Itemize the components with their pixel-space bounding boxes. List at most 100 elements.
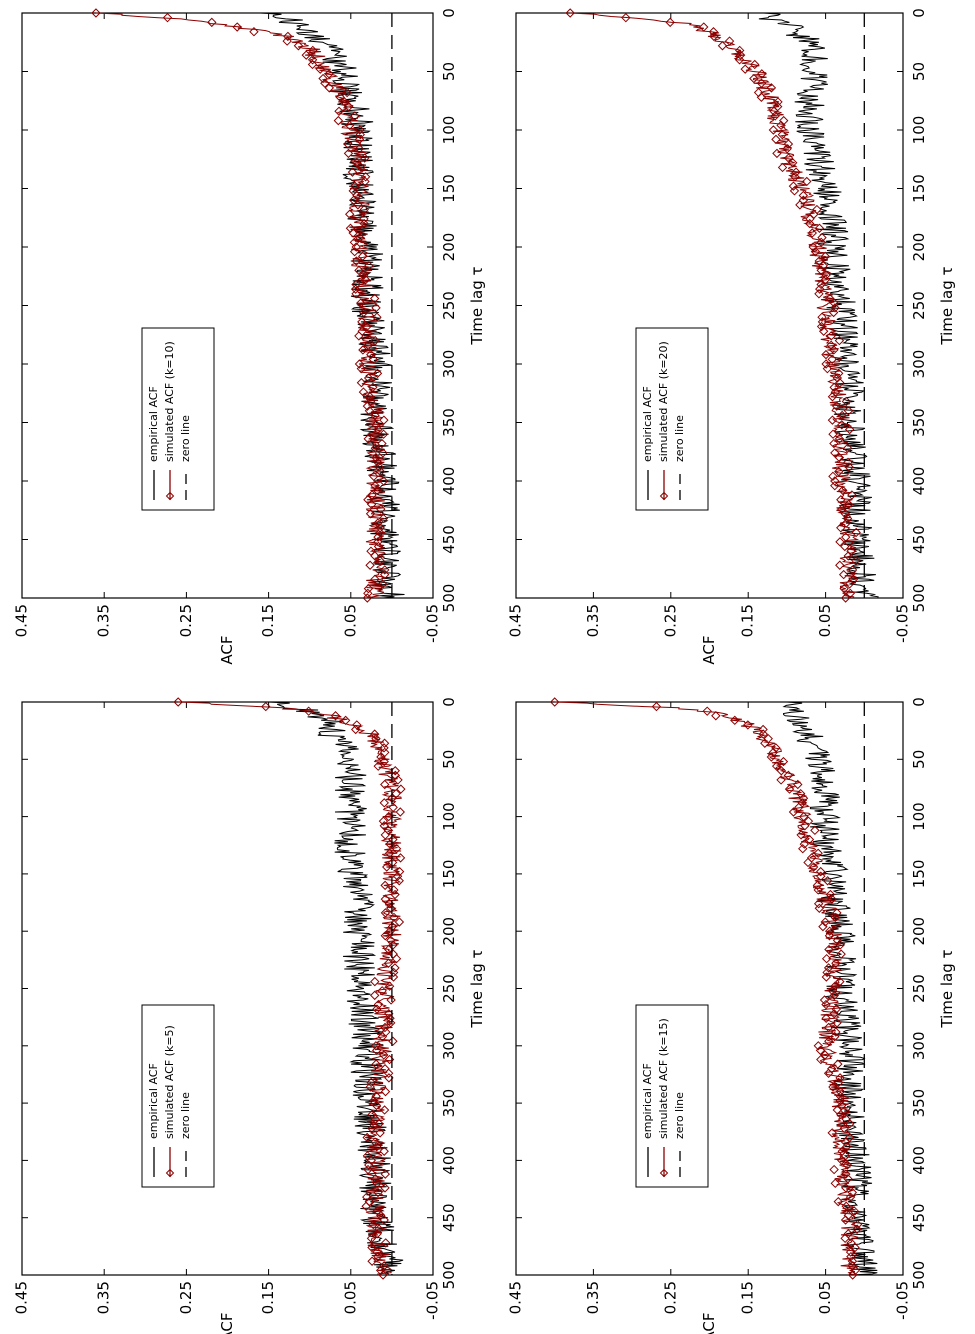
diamond-marker [374,1119,384,1129]
diamond-marker [379,1146,389,1156]
x-tick-label: 250 [910,974,928,1003]
diamond-marker [830,303,840,313]
diamond-marker [843,406,854,416]
diamond-marker [375,527,385,538]
diamond-marker [776,120,786,131]
diamond-marker [173,697,183,707]
diamond-marker [820,1050,830,1060]
diamond-marker [818,921,828,932]
diamond-marker [393,775,403,785]
diamond-marker [370,335,380,346]
x-tick-label: 400 [440,467,458,496]
diamond-marker [800,821,810,831]
series-line [758,12,879,599]
diamond-marker [743,720,753,730]
panel-k10: 0 50 100 150 200 250 300 350 400 450 500-0.05 0.05 0… [13,8,487,664]
diamond-marker [379,1050,389,1060]
diamond-marker [836,495,846,505]
diamond-marker [362,1151,373,1161]
diamond-marker [783,139,794,149]
diamond-marker [832,908,842,918]
diamond-marker [835,537,845,547]
diamond-marker [373,537,383,547]
diamond-marker [822,967,832,978]
diamond-marker [836,949,846,959]
diamond-marker [333,115,344,126]
diamond-marker [339,97,350,107]
diamond-marker [833,1059,843,1069]
diamond-marker [386,995,396,1005]
y-tick-label: 0.25 [661,1281,679,1314]
diamond-marker [372,1004,382,1014]
diamond-marker [787,158,798,168]
diamond-marker [372,368,383,379]
diamond-marker [819,995,830,1005]
diamond-marker [350,111,360,121]
y-tick-label: 0.05 [341,1281,359,1314]
diamond-marker [395,853,406,863]
diamond-marker [365,560,375,570]
series-line [570,12,860,599]
diamond-marker [818,261,828,271]
diamond-marker [315,64,325,74]
x-tick-label: 200 [440,917,458,946]
diamond-marker [851,555,861,566]
diamond-marker [828,307,839,318]
diamond-marker [814,223,825,233]
diamond-marker [768,747,779,758]
diamond-marker [377,579,388,589]
diamond-marker [830,1178,840,1189]
diamond-marker [847,1187,858,1198]
diamond-marker [356,162,366,173]
diamond-marker [356,363,367,374]
diamond-marker [799,811,809,822]
diamond-marker [844,579,855,589]
diamond-marker [362,1192,372,1202]
series-line [268,701,404,1276]
y-axis-label: ACF [218,635,236,664]
x-axis-label: Time lag τ [468,949,486,1028]
diamond-marker [385,839,395,849]
diamond-marker [355,232,365,243]
diamond-marker [360,275,371,285]
legend-label: empirical ACF [147,386,160,462]
diamond-marker [843,1174,853,1184]
diamond-marker [830,448,840,458]
diamond-marker [369,471,379,482]
diamond-marker [841,1201,851,1211]
diamond-marker [371,1100,382,1111]
diamond-marker [370,1174,381,1184]
diamond-marker [789,186,800,196]
diamond-marker [821,359,831,369]
x-tick-label: 450 [910,1203,928,1232]
diamond-marker [380,830,390,840]
diamond-marker [836,523,846,533]
diamond-marker [375,1265,386,1276]
diamond-marker [363,434,373,444]
series-line [260,12,405,599]
diamond-marker [380,1169,390,1179]
diamond-marker [390,770,401,781]
diamond-marker [810,825,820,836]
diamond-marker [838,485,848,496]
diamond-marker [358,345,368,355]
diamond-marker [833,1077,844,1088]
diamond-marker [834,452,845,463]
y-axis-label: ACF [700,1312,718,1334]
diamond-marker [380,931,391,941]
diamond-marker [384,848,395,858]
diamond-marker [320,78,330,88]
diamond-marker [318,73,328,84]
diamond-marker [373,518,383,528]
diamond-marker [834,434,845,444]
x-tick-label: 0 [440,8,458,18]
x-tick-label: 400 [440,1146,458,1175]
diamond-marker [783,153,794,163]
legend-label: zero line [179,1092,192,1139]
diamond-marker [367,1256,377,1266]
diamond-marker [840,1233,850,1244]
diamond-marker [388,1036,398,1046]
x-tick-label: 50 [910,750,928,769]
diamond-marker [840,1215,851,1225]
